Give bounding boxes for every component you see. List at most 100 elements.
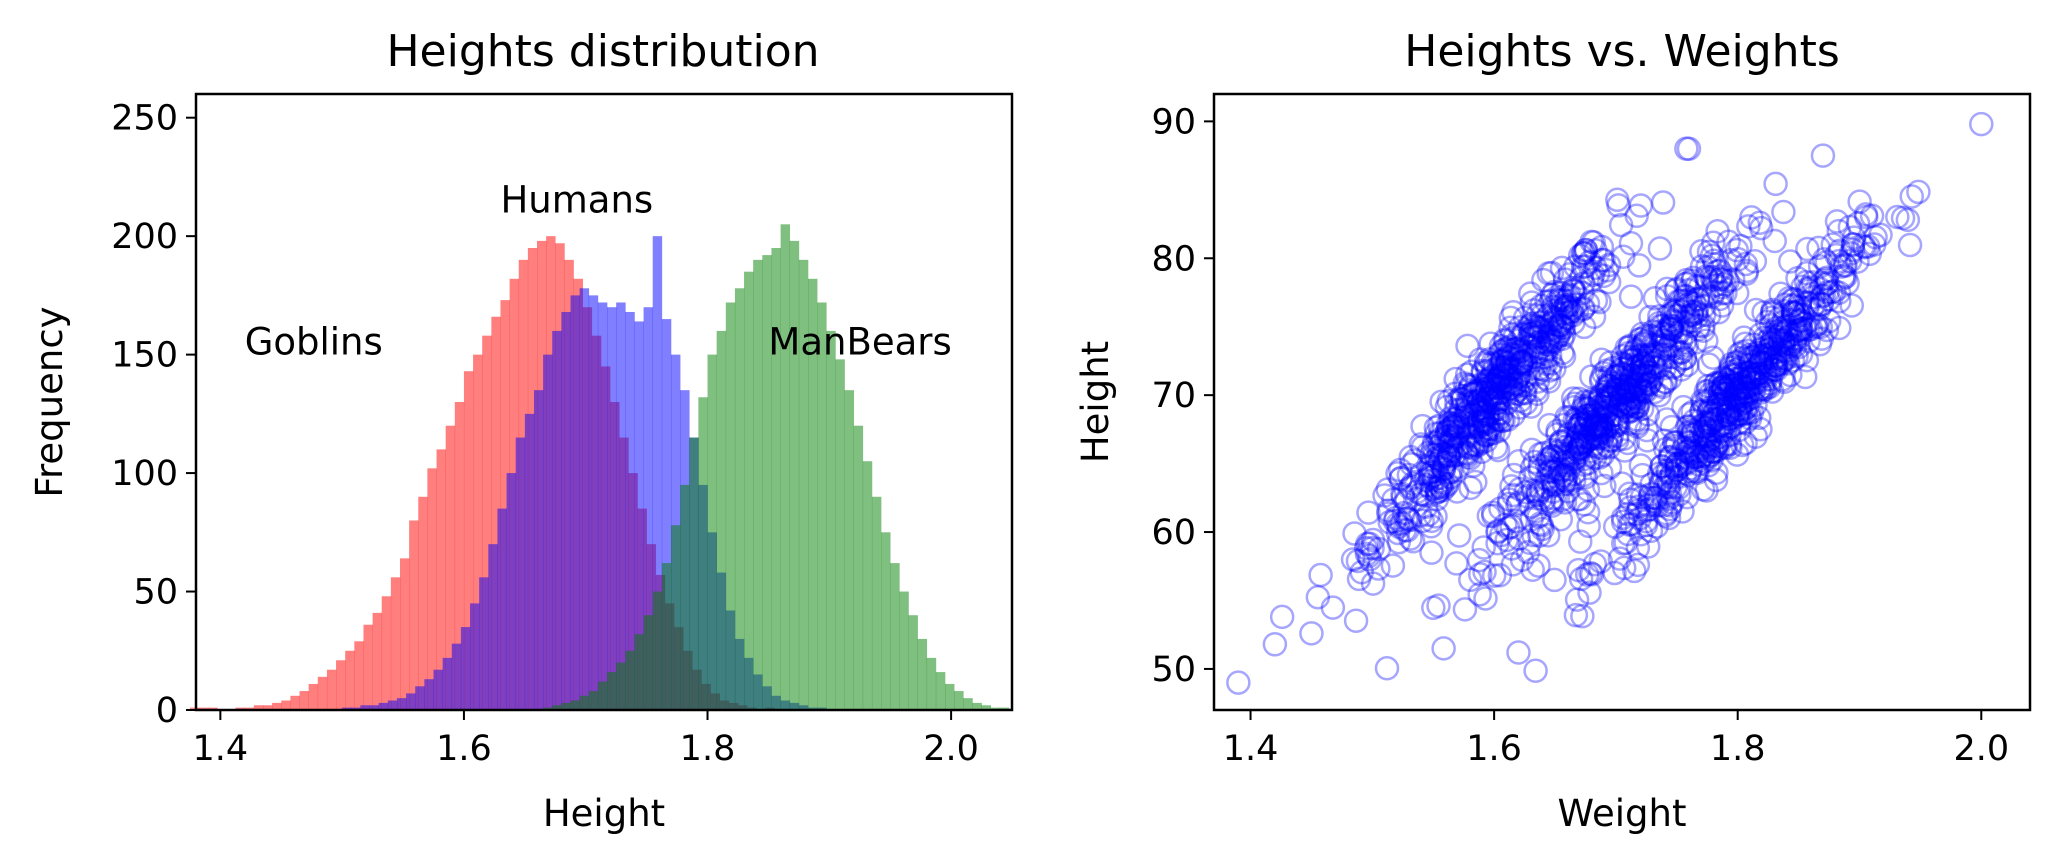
scatter-point (1641, 350, 1666, 376)
scatter-point (1660, 344, 1685, 370)
scatter-point (1426, 439, 1451, 464)
scatter-point (1542, 445, 1568, 471)
scatter-point (1505, 492, 1530, 517)
histogram-bar-2 (835, 359, 845, 710)
scatter-point (1662, 299, 1687, 324)
scatter-point (1609, 361, 1635, 387)
scatter-point (1813, 272, 1839, 298)
scatter-point (1419, 476, 1444, 502)
scatter-point (1477, 421, 1503, 447)
scatter-point (1703, 434, 1729, 459)
scatter-point (1629, 354, 1654, 380)
histogram-bar-0 (354, 641, 364, 710)
scatter-point (1778, 332, 1804, 357)
scatter-point (1627, 327, 1652, 352)
scatter-point (1551, 322, 1577, 347)
scatter-point (1618, 231, 1644, 256)
scatter-point (1452, 405, 1477, 430)
scatter-point (1589, 436, 1615, 461)
scatter-point (1420, 435, 1446, 460)
histogram-bar-2 (808, 278, 818, 710)
scatter-point (1481, 383, 1506, 408)
scatter-point (1556, 285, 1582, 310)
scatter-point (1640, 364, 1665, 390)
scatter-point (1422, 442, 1447, 468)
scatter-point (1672, 283, 1698, 309)
scatter-point (1622, 558, 1647, 584)
scatter-point (1663, 298, 1689, 323)
scatter-point (1488, 496, 1513, 521)
scatter-point (1718, 247, 1744, 273)
histogram-bar-1 (643, 307, 654, 710)
scatter-point (1573, 254, 1598, 279)
scatter-point (1356, 500, 1381, 525)
scatter-point (1571, 295, 1596, 321)
scatter-point (1498, 305, 1524, 331)
scatter-point (1707, 380, 1733, 405)
scatter-point (1703, 371, 1728, 397)
histogram-plot-frame (194, 92, 1014, 712)
scatter-point (1489, 361, 1514, 386)
scatter-point (1840, 232, 1866, 257)
scatter-point (1537, 489, 1563, 514)
scatter-point (1647, 313, 1673, 339)
scatter-point (1560, 278, 1586, 303)
scatter-point (1477, 347, 1502, 372)
scatter-point (1472, 559, 1497, 585)
scatter-point (1570, 429, 1596, 454)
scatter-point (1822, 278, 1847, 304)
scatter-point (1594, 375, 1619, 401)
scatter-point (1718, 370, 1743, 395)
scatter-point (1631, 332, 1656, 358)
scatter-point (1658, 313, 1683, 338)
scatter-point (1715, 403, 1741, 428)
scatter-point (1503, 372, 1528, 397)
scatter-point (1496, 376, 1521, 401)
scatter-point (1478, 331, 1503, 356)
scatter-point (1673, 444, 1699, 470)
scatter-point (1753, 360, 1778, 386)
scatter-point (1534, 313, 1559, 338)
histogram-bar-0 (317, 676, 328, 710)
scatter-point (1809, 291, 1834, 317)
scatter-point (1269, 604, 1295, 630)
scatter-point (1424, 454, 1450, 479)
histogram-bar-2 (616, 662, 626, 710)
scatter-point (1732, 396, 1758, 422)
scatter-point (1483, 397, 1508, 422)
histogram-bar-2 (670, 525, 681, 710)
scatter-point (1447, 386, 1473, 411)
scatter-point (1487, 381, 1512, 406)
scatter-point (1417, 460, 1443, 486)
scatter-point (1721, 394, 1747, 419)
scatter-point (1686, 452, 1712, 477)
scatter-point (1696, 239, 1722, 265)
scatter-point (1715, 268, 1740, 294)
scatter-point (1625, 395, 1650, 420)
scatter-point (1756, 337, 1782, 362)
scatter-point (1809, 326, 1835, 351)
scatter-point (1676, 420, 1702, 445)
scatter-point (1718, 377, 1744, 402)
scatter-point (1509, 352, 1534, 377)
scatter-point (1725, 350, 1750, 375)
scatter-point (1624, 502, 1649, 527)
scatter-point (1448, 397, 1473, 422)
scatter-point (1577, 580, 1602, 605)
scatter-point (1707, 399, 1733, 425)
scatter-point (1625, 367, 1651, 393)
scatter-point (1786, 298, 1811, 324)
scatter-point (1493, 374, 1519, 400)
scatter-point (1718, 359, 1744, 385)
scatter-point (1436, 388, 1461, 414)
scatter-point (1520, 311, 1545, 336)
scatter-point (1748, 380, 1774, 405)
scatter-point (1516, 313, 1542, 339)
scatter-point (1615, 521, 1641, 547)
scatter-point (1652, 345, 1678, 370)
scatter-point (1557, 444, 1583, 470)
scatter-point (1488, 380, 1513, 406)
scatter-point (1674, 271, 1700, 296)
scatter-point (1605, 410, 1631, 435)
scatter-point (1529, 310, 1554, 335)
